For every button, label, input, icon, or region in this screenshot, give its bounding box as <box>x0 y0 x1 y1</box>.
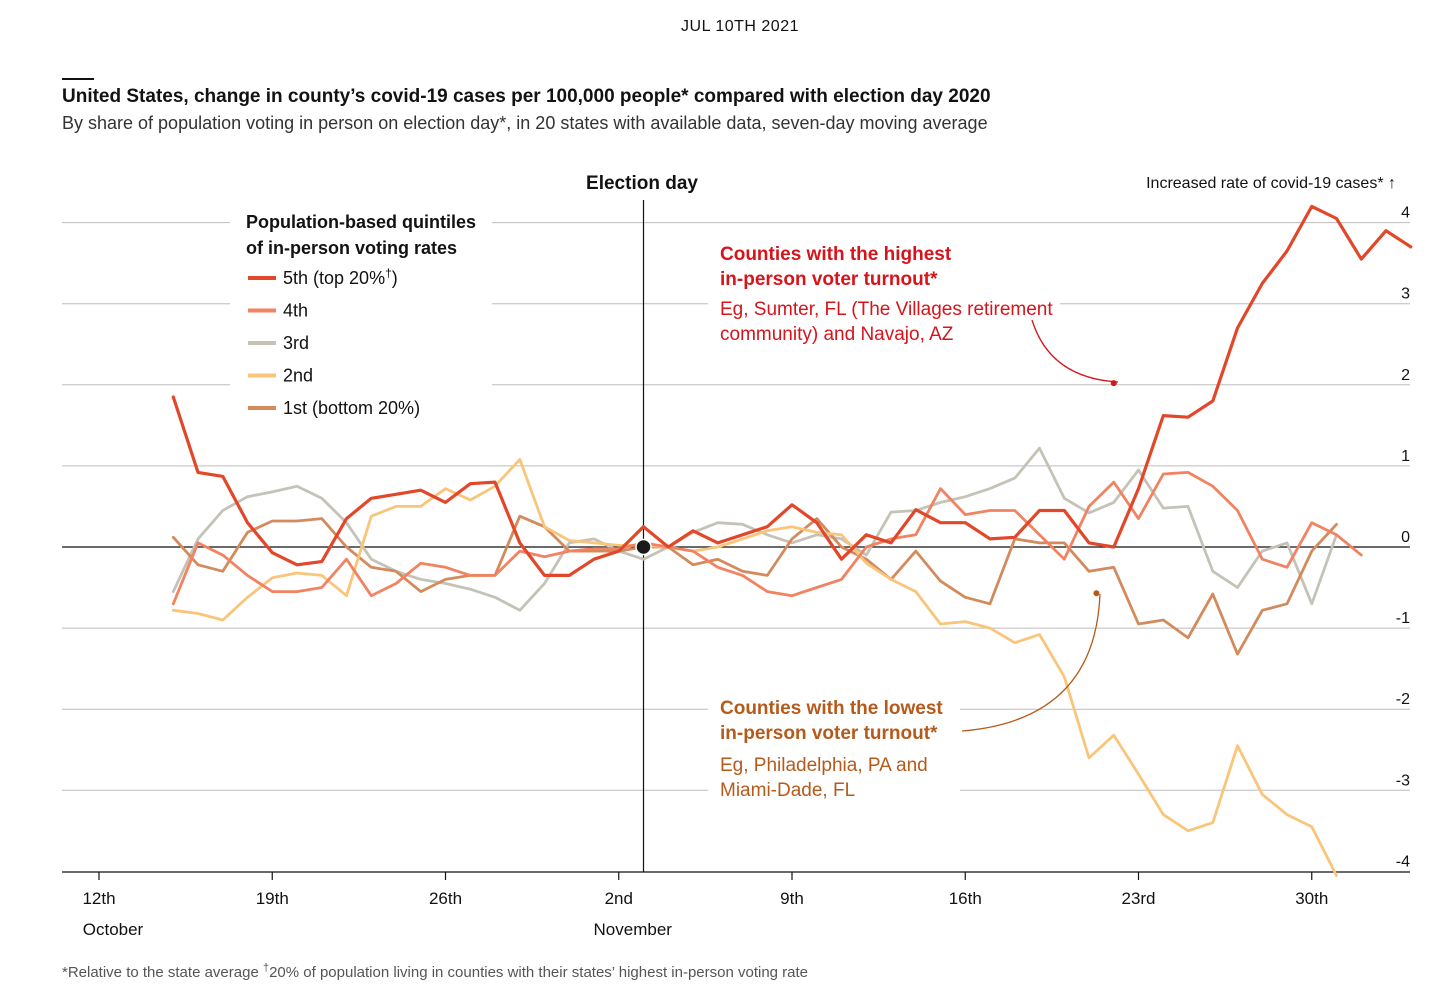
election-day-marker: Election day <box>586 173 698 556</box>
election-day-label: Election day <box>586 173 698 194</box>
legend-background <box>230 202 492 434</box>
series-line-5 <box>171 514 1338 656</box>
series-lines <box>171 204 1413 877</box>
y-tick-label: -2 <box>1396 691 1410 708</box>
y-tick-label: 0 <box>1401 529 1410 546</box>
x-tick-label: 12th <box>82 889 115 908</box>
publication-date: JUL 10TH 2021 <box>681 18 799 35</box>
title-rule <box>62 78 94 80</box>
legend-title-line1: Population-based quintiles <box>246 212 476 232</box>
legend-entry: 3rd <box>283 333 309 353</box>
annotation-low-example2: Miami-Dade, FL <box>720 780 855 801</box>
x-tick-label: 23rd <box>1121 889 1155 908</box>
y-tick-label: 2 <box>1401 367 1410 384</box>
footnote-part2: 20% of population living in counties wit… <box>269 964 809 981</box>
annotation-high-example1: Eg, Sumter, FL (The Villages retirement <box>720 299 1053 320</box>
x-tick-label: 26th <box>429 889 462 908</box>
annotations: Counties with the highest in-person vote… <box>720 244 1119 801</box>
annotation-low-leader <box>961 593 1101 732</box>
legend-title-line2: of in-person voting rates <box>246 238 457 258</box>
annotation-low-background <box>708 688 960 806</box>
y-tick-label: -4 <box>1396 853 1410 870</box>
legend-entry: 2nd <box>283 366 313 386</box>
series-line-1 <box>171 204 1413 578</box>
x-tick-month: November <box>594 920 673 939</box>
annotation-high-point <box>1110 380 1117 387</box>
series-line-2 <box>171 470 1363 606</box>
y-tick-label: -3 <box>1396 772 1410 789</box>
x-tick-label: 9th <box>780 889 804 908</box>
y-tick-label: -1 <box>1396 610 1410 627</box>
chart-title: United States, change in county’s covid-… <box>62 86 991 107</box>
chart-subtitle: By share of population voting in person … <box>62 113 988 133</box>
y-tick-label: 3 <box>1401 286 1410 303</box>
footnote: *Relative to the state average †20% of p… <box>62 962 808 981</box>
x-tick-label: 16th <box>949 889 982 908</box>
annotation-high-heading2: in-person voter turnout* <box>720 269 938 290</box>
election-day-point <box>635 538 652 556</box>
annotation-low-heading2: in-person voter turnout* <box>720 723 938 744</box>
footnote-dagger: † <box>262 962 270 974</box>
legend: Population-based quintiles of in-person … <box>230 202 492 434</box>
footnote-part1: *Relative to the state average <box>62 964 263 981</box>
annotation-low-point <box>1093 590 1100 597</box>
annotation-low-heading1: Counties with the lowest <box>720 698 943 719</box>
x-tick-label: 2nd <box>605 889 633 908</box>
annotation-backgrounds <box>708 232 1060 806</box>
axis-ticks: 4 3 2 1 0 -1 -2 -3 -4 12th October 19th 26th 2nd Novem… <box>82 205 1410 939</box>
annotation-high-heading1: Counties with the highest <box>720 244 952 265</box>
x-tick-label: 19th <box>256 889 289 908</box>
y-axis-label: Increased rate of covid-19 cases* ↑ <box>1146 175 1396 192</box>
legend-entry: 5th (top 20%†) <box>283 266 398 288</box>
legend-entry: 1st (bottom 20%) <box>283 398 420 418</box>
series-line-4 <box>171 457 1338 877</box>
x-tick-label: 30th <box>1295 889 1328 908</box>
annotation-high-background <box>708 232 1060 350</box>
legend-entry: 4th <box>283 301 308 321</box>
annotation-high-example2: community) and Navajo, AZ <box>720 324 954 345</box>
x-tick-month: October <box>83 920 144 939</box>
annotation-low-example1: Eg, Philadelphia, PA and <box>720 755 928 776</box>
annotation-high-leader <box>1031 319 1119 383</box>
axes <box>62 200 1410 873</box>
y-tick-label: 4 <box>1401 205 1410 222</box>
y-tick-label: 1 <box>1401 448 1410 465</box>
